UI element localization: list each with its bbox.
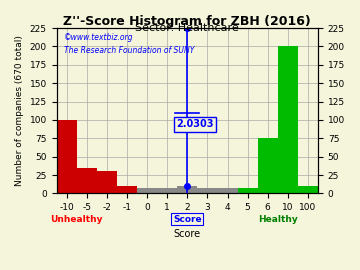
Text: Sector: Healthcare: Sector: Healthcare xyxy=(135,23,239,33)
Bar xyxy=(217,188,238,193)
Title: Z''-Score Histogram for ZBH (2016): Z''-Score Histogram for ZBH (2016) xyxy=(63,15,311,28)
Bar xyxy=(57,120,77,193)
Text: Unhealthy: Unhealthy xyxy=(50,215,103,224)
Bar xyxy=(278,46,298,193)
Bar xyxy=(77,168,97,193)
Bar xyxy=(117,186,137,193)
Bar xyxy=(137,188,157,193)
Bar xyxy=(298,186,318,193)
Text: 2.0303: 2.0303 xyxy=(176,119,214,129)
Bar xyxy=(197,188,217,193)
Bar xyxy=(157,188,177,193)
X-axis label: Score: Score xyxy=(174,229,201,239)
Text: The Research Foundation of SUNY: The Research Foundation of SUNY xyxy=(64,46,195,55)
Bar xyxy=(177,186,197,193)
Text: Score: Score xyxy=(173,215,202,224)
Text: Healthy: Healthy xyxy=(258,215,298,224)
Bar xyxy=(258,138,278,193)
Bar xyxy=(238,188,258,193)
Bar xyxy=(97,171,117,193)
Text: ©www.textbiz.org: ©www.textbiz.org xyxy=(64,33,134,42)
Y-axis label: Number of companies (670 total): Number of companies (670 total) xyxy=(15,35,24,186)
